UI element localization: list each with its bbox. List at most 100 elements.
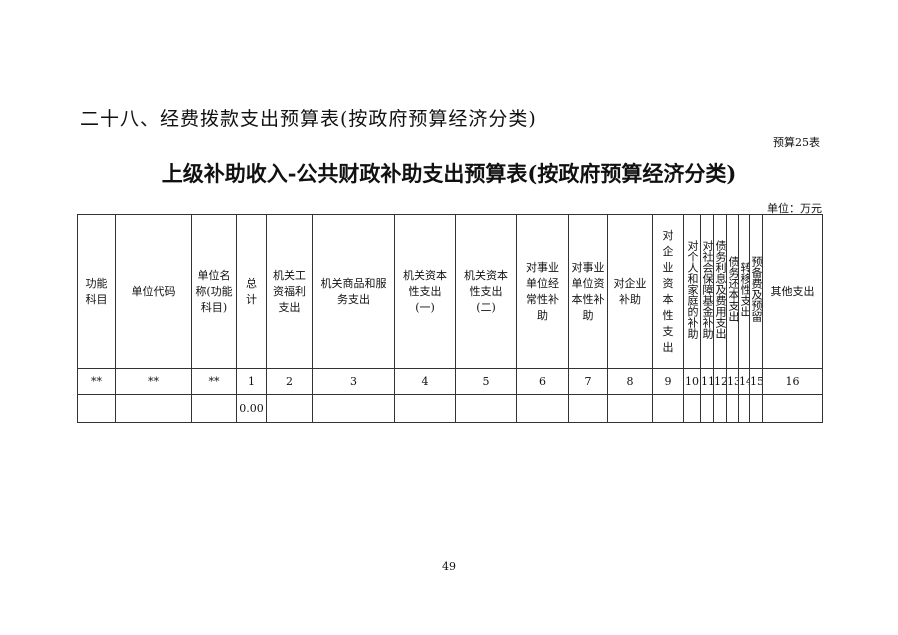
cell-text: 5 bbox=[482, 374, 490, 388]
cell-text: 对个人和家庭的补助 bbox=[686, 239, 699, 339]
cell-text: 13 bbox=[727, 374, 738, 388]
cell-text: ** bbox=[208, 374, 220, 388]
header-cell-8: 机关资本性支出(二) bbox=[455, 214, 517, 369]
cell-text: 债务利息及费用支出 bbox=[714, 239, 727, 339]
header-cell-14: 对社会保障基金补助 bbox=[700, 214, 714, 369]
cell-text: 12 bbox=[714, 374, 726, 388]
cell-text: 7 bbox=[584, 374, 592, 388]
number-cell-9: 6 bbox=[516, 368, 569, 395]
number-cell-15: 12 bbox=[713, 368, 727, 395]
cell-text: 9 bbox=[664, 374, 672, 388]
cell-text: 转移性支出 bbox=[739, 261, 750, 317]
number-cell-6: 3 bbox=[312, 368, 395, 395]
header-cell-11: 对企业补助 bbox=[607, 214, 653, 369]
data-cell-11 bbox=[607, 394, 653, 423]
cell-text: 其他支出 bbox=[770, 284, 815, 298]
header-cell-13: 对个人和家庭的补助 bbox=[683, 214, 701, 369]
number-cell-11: 8 bbox=[607, 368, 653, 395]
number-cell-16: 13 bbox=[726, 368, 739, 395]
number-cell-18: 15 bbox=[749, 368, 763, 395]
cell-text: 对企业资本性支出 bbox=[662, 228, 674, 354]
data-cell-7 bbox=[394, 394, 456, 423]
header-cell-16: 债务还本支出 bbox=[726, 214, 739, 369]
number-cell-19: 16 bbox=[762, 368, 823, 395]
cell-text: 11 bbox=[701, 374, 713, 388]
data-cell-8 bbox=[455, 394, 517, 423]
cell-text: ** bbox=[91, 374, 102, 388]
header-cell-3: 单位名称(功能科目) bbox=[191, 214, 237, 369]
page-number: 49 bbox=[442, 560, 456, 573]
data-cell-18 bbox=[749, 394, 763, 423]
header-cell-18: 预备费及预留 bbox=[749, 214, 763, 369]
cell-text: 1 bbox=[248, 374, 255, 388]
cell-text: 3 bbox=[350, 374, 357, 388]
cell-text: 16 bbox=[785, 374, 800, 388]
data-cell-16 bbox=[726, 394, 739, 423]
cell-text: 对企业补助 bbox=[613, 276, 647, 306]
cell-text: 对事业单位经常性补助 bbox=[526, 260, 559, 322]
data-cell-3 bbox=[191, 394, 237, 423]
header-cell-15: 债务利息及费用支出 bbox=[713, 214, 727, 369]
data-cell-12 bbox=[652, 394, 684, 423]
header-cell-7: 机关资本性支出(一) bbox=[394, 214, 456, 369]
table-code: 预算25表 bbox=[773, 136, 820, 149]
cell-text: 预备费及预留 bbox=[750, 256, 763, 322]
data-cell-15 bbox=[713, 394, 727, 423]
table-row: 0.00 bbox=[77, 394, 823, 423]
data-cell-10 bbox=[568, 394, 608, 423]
header-cell-6: 机关商品和服务支出 bbox=[312, 214, 395, 369]
cell-text: 机关资本性支出(一) bbox=[403, 268, 447, 314]
number-cell-7: 4 bbox=[394, 368, 456, 395]
number-cell-10: 7 bbox=[568, 368, 608, 395]
number-cell-1: ** bbox=[77, 368, 116, 395]
number-cell-13: 10 bbox=[683, 368, 701, 395]
budget-table: 功能科目 单位代码 单位名称(功能科目) 总计 机关工资福利支出 机关商品和服务支出 机关资… bbox=[77, 214, 823, 423]
header-cell-12: 对企业资本性支出 bbox=[652, 214, 684, 369]
cell-text: 2 bbox=[286, 374, 293, 388]
number-cell-12: 9 bbox=[652, 368, 684, 395]
cell-text: 总计 bbox=[246, 276, 257, 306]
header-cell-19: 其他支出 bbox=[762, 214, 823, 369]
header-cell-4: 总计 bbox=[236, 214, 267, 369]
number-cell-3: ** bbox=[191, 368, 237, 395]
header-cell-5: 机关工资福利支出 bbox=[266, 214, 313, 369]
data-cell-4: 0.00 bbox=[236, 394, 267, 423]
cell-text: 单位名称(功能科目) bbox=[195, 268, 233, 314]
header-cell-17: 转移性支出 bbox=[738, 214, 750, 369]
number-cell-2: ** bbox=[115, 368, 192, 395]
data-cell-13 bbox=[683, 394, 701, 423]
cell-text: 债务还本支出 bbox=[727, 256, 739, 322]
header-row: 功能科目 单位代码 单位名称(功能科目) 总计 机关工资福利支出 机关商品和服务支出 机关资… bbox=[77, 214, 823, 369]
cell-text: 单位代码 bbox=[131, 284, 176, 298]
header-cell-1: 功能科目 bbox=[77, 214, 116, 369]
cell-text: 15 bbox=[750, 374, 762, 388]
cell-text: 4 bbox=[421, 374, 429, 388]
cell-text: 对事业单位资本性补助 bbox=[571, 260, 605, 322]
cell-text: 8 bbox=[626, 374, 634, 388]
header-cell-2: 单位代码 bbox=[115, 214, 192, 369]
data-cell-2 bbox=[115, 394, 192, 423]
data-cell-9 bbox=[516, 394, 569, 423]
number-cell-14: 11 bbox=[700, 368, 714, 395]
data-cell-6 bbox=[312, 394, 395, 423]
header-cell-9: 对事业单位经常性补助 bbox=[516, 214, 569, 369]
data-cell-1 bbox=[77, 394, 116, 423]
cell-text: 功能科目 bbox=[85, 276, 108, 306]
cell-text: 14 bbox=[739, 374, 749, 388]
section-title: 二十八、经费拨款支出预算表(按政府预算经济分类) bbox=[80, 108, 537, 130]
number-cell-8: 5 bbox=[455, 368, 517, 395]
cell-text: 机关资本性支出(二) bbox=[464, 268, 508, 314]
data-cell-5 bbox=[266, 394, 313, 423]
unit-label: 单位：万元 bbox=[767, 202, 822, 215]
number-cell-5: 2 bbox=[266, 368, 313, 395]
data-cell-14 bbox=[700, 394, 714, 423]
number-cell-17: 14 bbox=[738, 368, 750, 395]
cell-text: 6 bbox=[539, 374, 546, 388]
cell-text: 0.00 bbox=[239, 401, 264, 415]
column-number-row: ******12345678910111213141516 bbox=[77, 368, 823, 395]
cell-text: ** bbox=[148, 374, 159, 388]
cell-text: 对社会保障基金补助 bbox=[701, 239, 714, 339]
header-cell-10: 对事业单位资本性补助 bbox=[568, 214, 608, 369]
main-title: 上级补助收入-公共财政补助支出预算表(按政府预算经济分类) bbox=[161, 161, 737, 186]
number-cell-4: 1 bbox=[236, 368, 267, 395]
